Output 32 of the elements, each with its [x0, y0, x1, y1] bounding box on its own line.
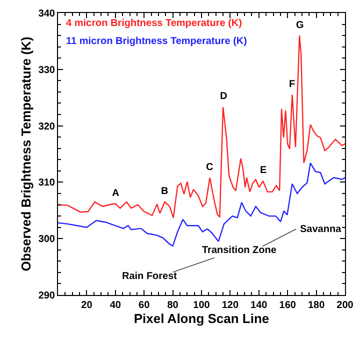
annotation: C [206, 162, 214, 173]
y-tick-label: 310 [38, 178, 56, 189]
x-tick-label: 40 [110, 300, 122, 311]
x-tick-label: 120 [222, 300, 239, 311]
annotation: F [289, 79, 296, 90]
y-tick-label: 340 [38, 8, 56, 20]
x-tick-label: 140 [250, 300, 268, 311]
annotation: G [296, 20, 304, 31]
x-tick-label: 200 [336, 300, 354, 311]
annotation: B [161, 186, 168, 197]
annotation: E [260, 165, 267, 176]
y-tick-label: 330 [38, 64, 56, 76]
annotation: Rain Forest [122, 271, 178, 282]
annotation: A [112, 188, 120, 199]
annotation: D [220, 91, 228, 102]
y-tick-label: 290 [38, 290, 56, 302]
x-axis-title: Pixel Along Scan Line [134, 311, 270, 326]
line-series [58, 162, 345, 247]
line-series [58, 34, 345, 218]
annotation: Savanna [300, 224, 342, 235]
x-tick-label: 80 [167, 300, 179, 311]
text: 4 micron Brightness Temperature (K) [66, 18, 242, 29]
y-tick-label: 320 [38, 121, 56, 132]
annotation: Transition Zone [202, 245, 277, 256]
x-tick-label: 20 [81, 300, 93, 311]
x-tick-label: 160 [279, 300, 296, 311]
x-tick-label: 180 [308, 300, 326, 311]
x-tick-label: 60 [138, 300, 150, 311]
x-tick-label: 100 [193, 300, 210, 311]
y-tick-label: 300 [38, 234, 56, 246]
y-axis-title: Observed Brightness Temperature (K) [18, 36, 34, 272]
text: 11 micron Brightness Temperature (K) [66, 36, 247, 47]
